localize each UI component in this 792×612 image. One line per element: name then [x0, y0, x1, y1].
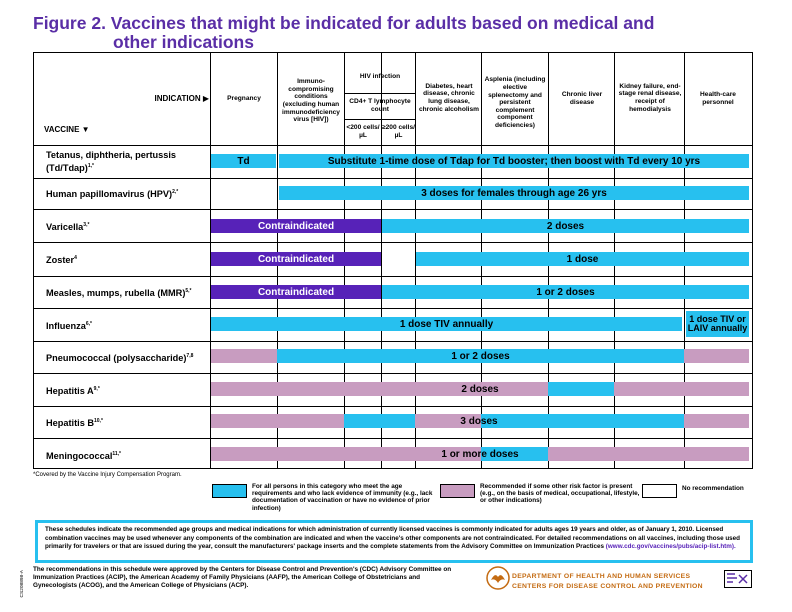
bar-meningococcal: 1 or more doses	[211, 447, 749, 461]
bar-pneumo: 1 or 2 doses	[277, 349, 684, 363]
row-label-pneumococcal: Pneumococcal (polysaccharide)7,8	[46, 353, 194, 364]
bar-mening-asplenia	[481, 447, 548, 461]
bar-mmr-contra: Contraindicated	[211, 285, 381, 299]
bar-varicella: 2 doses	[382, 219, 749, 233]
col-pregnancy: Pregnancy	[227, 95, 261, 103]
bar-influenza: 1 dose TIV annually	[211, 317, 682, 331]
vaccine-header: VACCINE ▼	[44, 125, 90, 135]
bar-hepb-pink-right	[684, 414, 749, 428]
hhs-eagle-logo	[486, 566, 510, 590]
schedule-note: These schedules indicate the recommended…	[35, 520, 753, 563]
acip-link[interactable]: (www.cdc.gov/vaccines/pubs/acip-list.htm…	[605, 543, 736, 550]
document-code: CS208898-A	[20, 570, 25, 598]
col-diabetes: Diabetes, heart disease, chronic lung di…	[418, 82, 480, 113]
legend-blue-swatch	[212, 484, 247, 498]
bar-hepb-pink-left	[211, 414, 344, 428]
bar-hepb-pink-mid	[415, 414, 481, 428]
col-asplenia: Asplenia (including elective splenectomy…	[484, 76, 546, 129]
vaccine-table: INDICATION ▶ VACCINE ▼ Pregnancy Immuno-…	[33, 52, 753, 469]
legend-none-text: No recommendation	[682, 485, 744, 492]
footer-approval: The recommendations in this schedule wer…	[33, 566, 452, 589]
row-label-zoster: Zoster4	[46, 255, 77, 266]
bar-mmr: 1 or 2 doses	[382, 285, 749, 299]
bar-zoster: 1 dose	[416, 252, 749, 266]
row-label-hpv: Human papillomavirus (HPV)2,*	[46, 189, 179, 200]
row-label-varicella: Varicella3,*	[46, 222, 90, 233]
row-label-meningococcal: Meningococcal11,*	[46, 451, 121, 462]
legend-pink-text: Recommended if some other risk factor is…	[480, 483, 640, 505]
bar-hpv: 3 doses for females through age 26 yrs	[279, 186, 749, 200]
row-label-influenza: Influenza6,*	[46, 321, 92, 332]
col-hcp: Health-care personnel	[700, 91, 736, 106]
col-liver: Chronic liver disease	[561, 91, 603, 106]
agency-name: Department of Health and Human Services …	[512, 573, 703, 590]
legend-blue-text: For all persons in this category who mee…	[252, 483, 433, 512]
cdc-logo	[724, 570, 752, 588]
bar-hepa-liver	[548, 382, 614, 396]
bar-tdap: Substitute 1-time dose of Tdap for Td bo…	[279, 154, 749, 168]
bar-pneumo-pink-left	[211, 349, 277, 363]
bar-pneumo-pink-right	[684, 349, 749, 363]
col-hiv-lt200: <200 cells/µL	[346, 124, 380, 139]
hepb-label: 3 doses	[460, 415, 498, 427]
bar-hepa: 2 doses	[211, 382, 749, 396]
legend-pink-swatch	[440, 484, 475, 498]
col-hiv-ge200: ≥200 cells/µL	[382, 124, 415, 139]
col-kidney: Kidney failure, end-stage renal disease,…	[618, 82, 682, 113]
bar-varicella-contra: Contraindicated	[211, 219, 381, 233]
mening-label: 1 or more doses	[441, 448, 519, 460]
row-label-tdap: Tetanus, diphtheria, pertussis (Td/Tdap)…	[46, 150, 177, 174]
col-hiv: HIV infection	[359, 73, 401, 81]
vicp-note: *Covered by the Vaccine Injury Compensat…	[33, 472, 182, 478]
bar-zoster-contra: Contraindicated	[211, 252, 381, 266]
indication-header: INDICATION ▶	[154, 94, 209, 104]
legend-none-swatch	[642, 484, 677, 498]
row-label-hepb: Hepatitis B10,*	[46, 418, 103, 429]
row-label-mmr: Measles, mumps, rubella (MMR)5,*	[46, 288, 192, 299]
col-hiv-sub: CD4+ T lymphocyte count	[349, 98, 411, 113]
page-title: Figure 2. Vaccines that might be indicat…	[33, 13, 655, 52]
bar-td: Td	[211, 154, 276, 168]
hepa-label: 2 doses	[461, 383, 499, 395]
row-label-hepa: Hepatitis A9,*	[46, 386, 100, 397]
bar-influenza-hcp: 1 dose TIV or LAIV annually	[686, 311, 749, 337]
col-immuno: Immuno-compromising conditions (excludin…	[282, 78, 340, 124]
